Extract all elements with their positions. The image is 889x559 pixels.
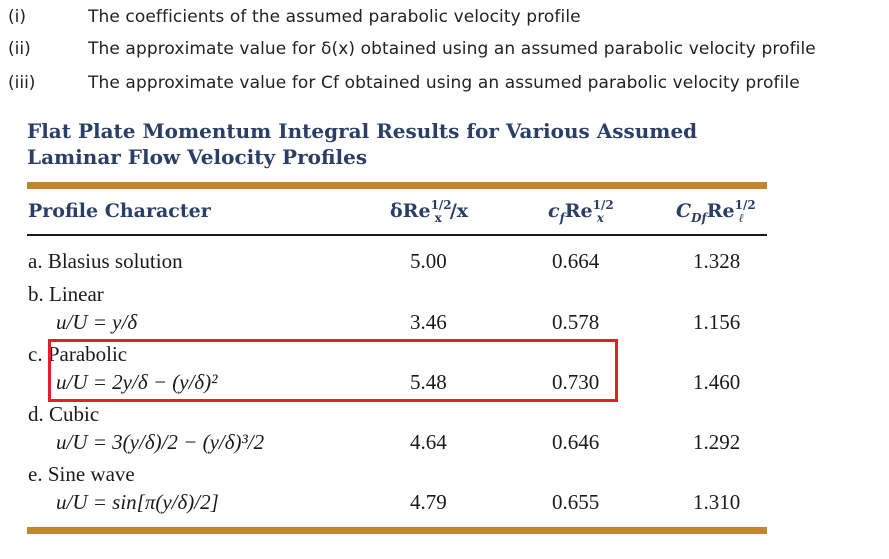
cf-value: 0.664 — [552, 249, 600, 273]
question-number: (i) — [8, 7, 26, 27]
header-drag-coefficient: CDfRe1/2ℓ — [676, 198, 756, 225]
row-name: c. Parabolic — [28, 342, 128, 366]
row-name: e. Sine wave — [28, 462, 135, 486]
delta-value: 4.79 — [410, 490, 447, 514]
cf-value: 0.655 — [552, 490, 600, 514]
table-bottom-rule — [27, 527, 767, 534]
table-title-line-1: Flat Plate Momentum Integral Results for… — [27, 119, 698, 143]
header-delta: δRe1/2x/x — [390, 198, 469, 225]
header-profile-character: Profile Character — [28, 200, 211, 222]
row-name: d. Cubic — [28, 402, 100, 426]
table-title-line-2: Laminar Flow Velocity Profiles — [27, 145, 368, 169]
question-text: The coefficients of the assumed paraboli… — [88, 7, 581, 27]
question-number: (ii) — [8, 39, 31, 59]
question-text: The approximate value for Cf obtained us… — [88, 73, 800, 93]
delta-value: 3.46 — [410, 310, 447, 334]
row-formula: u/U = 3(y/δ)/2 − (y/δ)³/2 — [56, 430, 265, 454]
delta-value: 5.48 — [410, 370, 447, 394]
row-name: b. Linear — [28, 282, 104, 306]
cd-value: 1.328 — [693, 249, 741, 273]
table-top-rule — [27, 182, 767, 189]
header-skin-friction: cfRe1/2x — [548, 198, 614, 225]
question-text: The approximate value for δ(x) obtained … — [88, 39, 816, 59]
row-formula: u/U = y/δ — [56, 310, 138, 334]
delta-value: 4.64 — [410, 430, 447, 454]
table-header-rule — [27, 234, 767, 236]
delta-value: 5.00 — [410, 249, 447, 273]
cd-value: 1.156 — [693, 310, 741, 334]
cd-value: 1.310 — [693, 490, 741, 514]
parabolic-highlight-box — [48, 339, 618, 402]
cd-value: 1.292 — [693, 430, 741, 454]
cf-value: 0.730 — [552, 370, 600, 394]
cf-value: 0.646 — [552, 430, 600, 454]
question-number: (iii) — [8, 73, 36, 93]
row-name: a. Blasius solution — [28, 249, 183, 273]
cd-value: 1.460 — [693, 370, 741, 394]
row-formula: u/U = 2y/δ − (y/δ)² — [56, 370, 218, 394]
table-title: Flat Plate Momentum Integral Results for… — [27, 118, 787, 170]
cf-value: 0.578 — [552, 310, 600, 334]
row-formula: u/U = sin[π(y/δ)/2] — [56, 490, 219, 514]
